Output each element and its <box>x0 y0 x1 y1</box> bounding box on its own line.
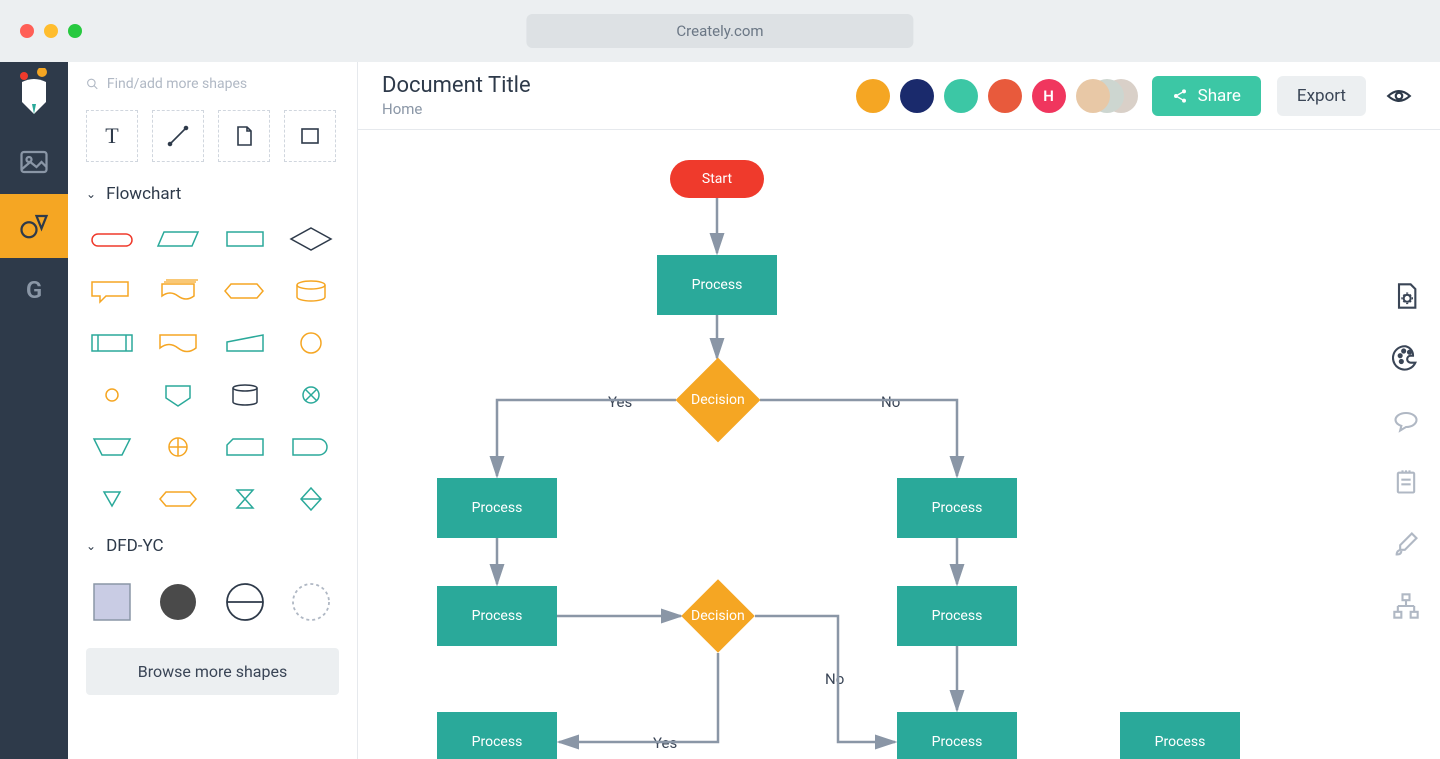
chevron-down-icon: ⌄ <box>86 187 96 201</box>
avatar[interactable]: H <box>1032 79 1066 113</box>
window-minimize-icon[interactable] <box>44 24 58 38</box>
shape-card[interactable] <box>219 430 271 464</box>
shape-merge[interactable] <box>86 482 138 516</box>
export-button[interactable]: Export <box>1277 76 1366 116</box>
flow-node-process[interactable]: Process <box>657 255 777 315</box>
flow-node-process[interactable]: Process <box>437 586 557 646</box>
nav-shapes-icon[interactable] <box>0 194 68 258</box>
shape-sort[interactable] <box>285 482 337 516</box>
avatar-overflow[interactable] <box>1076 79 1136 113</box>
avatar[interactable] <box>856 79 890 113</box>
category-flowchart[interactable]: ⌄ Flowchart <box>68 184 357 214</box>
tool-line[interactable] <box>152 110 204 162</box>
diagram-canvas[interactable]: YesNoYesNoStartProcessDecisionProcessPro… <box>358 130 1440 759</box>
notes-icon[interactable] <box>1392 468 1420 496</box>
url-display: Creately.com <box>526 14 913 48</box>
shape-document[interactable] <box>152 326 204 360</box>
avatar[interactable] <box>900 79 934 113</box>
avatar[interactable] <box>944 79 978 113</box>
tool-row: T <box>68 110 357 184</box>
category-label: DFD-YC <box>106 536 163 556</box>
window-titlebar: Creately.com <box>0 0 1440 62</box>
brush-icon[interactable] <box>1392 530 1420 558</box>
document-header: Document Title Home H Share Expo <box>358 62 1440 130</box>
tree-icon[interactable] <box>1392 592 1420 620</box>
nav-rail: G <box>0 62 68 759</box>
window-zoom-icon[interactable] <box>68 24 82 38</box>
tool-rectangle[interactable] <box>284 110 336 162</box>
shape-process[interactable] <box>219 222 271 256</box>
flow-node-process[interactable]: Process <box>437 478 557 538</box>
doc-settings-icon[interactable] <box>1392 282 1420 310</box>
shape-preparation[interactable] <box>152 482 204 516</box>
flow-node-process[interactable]: Process <box>437 712 557 759</box>
shape-callout[interactable] <box>86 274 138 308</box>
right-rail <box>1372 62 1440 759</box>
shape-connector[interactable] <box>285 326 337 360</box>
flow-node-process[interactable]: Process <box>897 712 1017 759</box>
shape-predefined[interactable] <box>86 326 138 360</box>
shape-multidoc[interactable] <box>152 274 204 308</box>
shape-terminator[interactable] <box>86 222 138 256</box>
share-icon <box>1172 88 1188 104</box>
flow-node-start[interactable]: Start <box>670 160 764 198</box>
browse-more-shapes-button[interactable]: Browse more shapes <box>86 648 339 695</box>
shape-offpage[interactable] <box>152 378 204 412</box>
search-input[interactable] <box>107 76 339 92</box>
dfd-process[interactable] <box>152 576 204 628</box>
shape-collate[interactable] <box>219 482 271 516</box>
breadcrumb-home[interactable]: Home <box>382 100 531 118</box>
palette-icon[interactable] <box>1392 344 1420 372</box>
shape-summing[interactable] <box>285 378 337 412</box>
category-label: Flowchart <box>106 184 181 204</box>
window-controls <box>0 24 82 38</box>
share-button[interactable]: Share <box>1152 76 1261 116</box>
share-label: Share <box>1198 86 1241 106</box>
avatar[interactable] <box>988 79 1022 113</box>
flow-node-process[interactable]: Process <box>897 478 1017 538</box>
shape-or[interactable] <box>152 430 204 464</box>
shapes-sidebar: T ⌄ Flowchart <box>68 62 358 759</box>
shape-search[interactable] <box>68 76 357 110</box>
shape-manual-input[interactable] <box>219 326 271 360</box>
tool-text[interactable]: T <box>86 110 138 162</box>
dfd-datastore[interactable] <box>219 576 271 628</box>
shape-data[interactable] <box>152 222 204 256</box>
nav-google-icon[interactable]: G <box>0 258 68 322</box>
shape-decision[interactable] <box>285 222 337 256</box>
shape-database[interactable] <box>285 274 337 308</box>
flow-node-process[interactable]: Process <box>1120 712 1240 759</box>
shape-connector-small[interactable] <box>86 378 138 412</box>
flowchart-shape-grid <box>68 214 357 536</box>
dfd-boundary[interactable] <box>285 576 337 628</box>
category-dfd[interactable]: ⌄ DFD-YC <box>68 536 357 566</box>
collaborator-avatars: H <box>856 79 1136 113</box>
window-close-icon[interactable] <box>20 24 34 38</box>
chat-icon[interactable] <box>1392 406 1420 434</box>
app-logo-icon[interactable] <box>14 68 54 116</box>
shape-manual-op[interactable] <box>86 430 138 464</box>
tool-document[interactable] <box>218 110 270 162</box>
dfd-shape-grid <box>68 566 357 648</box>
flow-node-process[interactable]: Process <box>897 586 1017 646</box>
nav-image-icon[interactable] <box>0 130 68 194</box>
chevron-down-icon: ⌄ <box>86 539 96 553</box>
shape-delay[interactable] <box>285 430 337 464</box>
dfd-entity[interactable] <box>86 576 138 628</box>
document-title[interactable]: Document Title <box>382 73 531 98</box>
shape-display[interactable] <box>219 274 271 308</box>
search-icon <box>86 77 99 91</box>
shape-cylinder[interactable] <box>219 378 271 412</box>
main-area: Document Title Home H Share Expo <box>358 62 1440 759</box>
